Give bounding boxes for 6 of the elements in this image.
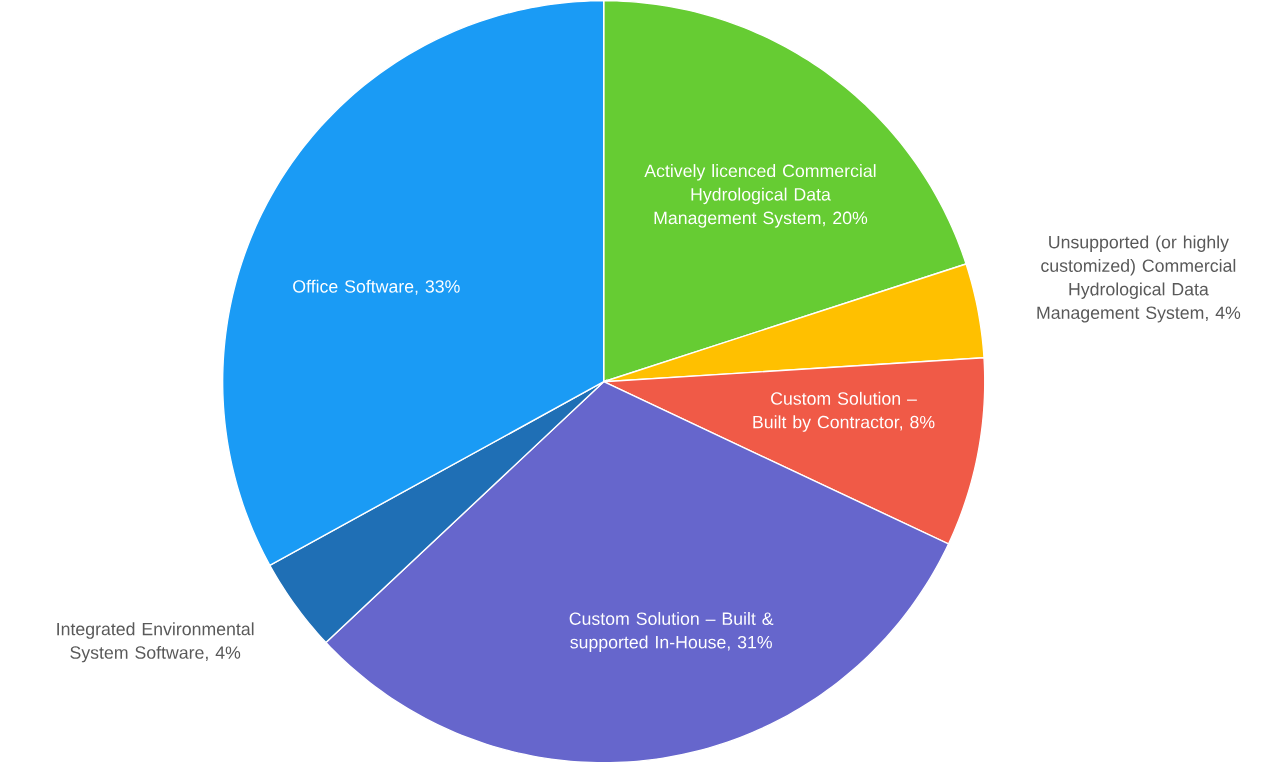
slice-label: Custom Solution – Built & supported In-House, 31%: [569, 611, 774, 652]
slice-label: Actively licenced Commercial Hydrological Data Management System, 20%: [644, 163, 876, 228]
slice-label: Office Software, 33%: [293, 279, 460, 295]
slice-label: Integrated Environmental System Software, 4%: [57, 622, 254, 663]
slice-label: Unsupported (or highly customized) Commercial Hydrological Data Management System, 4%: [1037, 235, 1241, 323]
slice-label: Custom Solution – Built by Contractor, 8%: [753, 391, 935, 432]
